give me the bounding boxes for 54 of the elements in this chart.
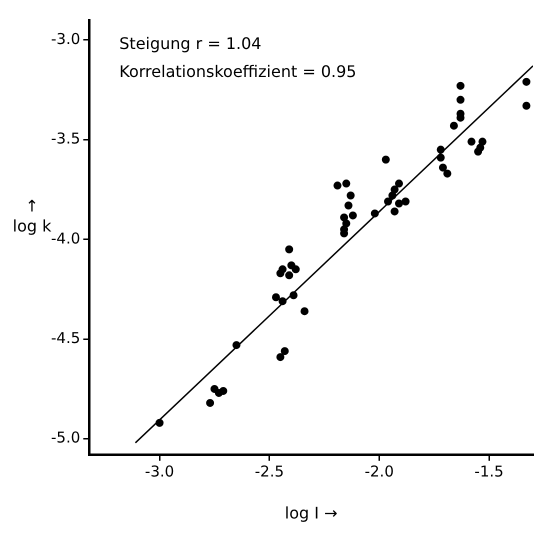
point <box>456 96 465 104</box>
point <box>344 201 352 210</box>
point <box>456 82 465 90</box>
x-axis-title: log I → <box>284 504 338 523</box>
point <box>292 265 300 274</box>
annotation: Korrelationskoeffizient = 0.95 <box>119 62 356 82</box>
point <box>522 102 530 110</box>
point <box>382 156 390 164</box>
point <box>474 148 482 156</box>
x-tick-label: -2.5 <box>254 462 284 481</box>
point <box>390 186 399 194</box>
point <box>436 154 445 162</box>
point <box>346 192 355 200</box>
point <box>219 386 228 395</box>
x-tick-label: -2.0 <box>364 462 394 481</box>
point <box>156 418 164 427</box>
point <box>340 213 348 222</box>
x-tick-label: -1.5 <box>474 462 504 481</box>
point <box>333 182 342 190</box>
point <box>280 347 289 356</box>
x-tick-label: -3.0 <box>144 462 174 481</box>
point <box>438 164 447 172</box>
point <box>300 307 309 316</box>
point <box>450 122 458 130</box>
annotation: Steigung r = 1.04 <box>119 34 262 54</box>
point <box>278 297 287 306</box>
point <box>342 180 350 188</box>
point <box>467 138 476 146</box>
point <box>390 207 399 216</box>
point <box>232 341 240 350</box>
point <box>290 291 298 300</box>
y-tick-label: -3.5 <box>50 130 80 148</box>
point <box>402 198 410 206</box>
point <box>272 293 280 302</box>
point <box>395 180 403 188</box>
point <box>285 245 294 254</box>
point <box>206 398 214 407</box>
point <box>478 138 486 146</box>
point <box>436 146 445 154</box>
point <box>395 199 403 208</box>
y-tick-label: -4.0 <box>50 229 80 248</box>
point <box>348 211 357 220</box>
point <box>443 170 452 178</box>
point <box>388 192 396 200</box>
point <box>276 353 284 362</box>
point <box>522 78 530 86</box>
y-tick-label: -4.5 <box>50 329 80 348</box>
point <box>384 198 392 206</box>
point <box>285 271 294 280</box>
point <box>276 269 284 278</box>
y-axis-title: ↑ log k <box>12 196 52 236</box>
y-tick-label: -3.0 <box>50 30 80 48</box>
y-tick-label: -5.0 <box>50 428 80 447</box>
point <box>370 209 379 218</box>
